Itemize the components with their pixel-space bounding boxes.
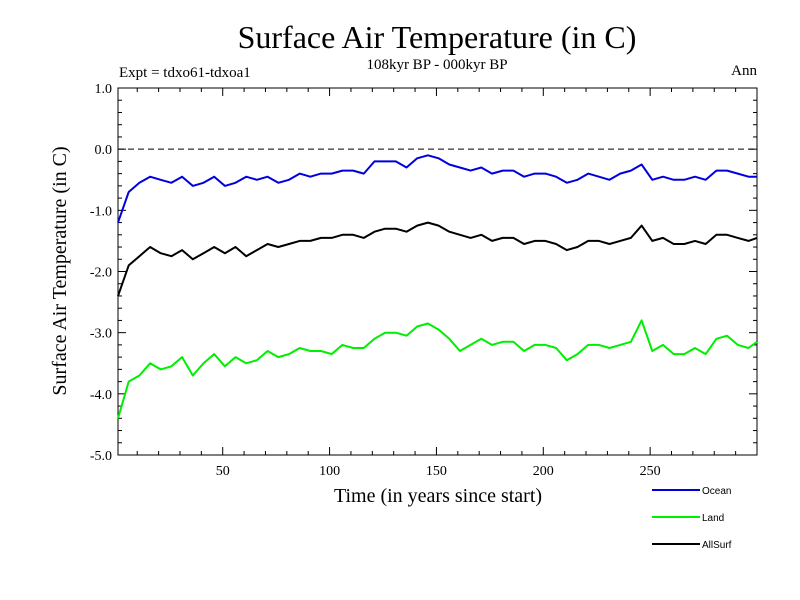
y-tick-label: 0.0	[95, 143, 113, 158]
period-label: Ann	[731, 63, 757, 79]
series-lines	[117, 154, 758, 419]
y-tick-label: 1.0	[95, 82, 113, 97]
y-axis: -5.0 -4.0 -3.0 -2.0 -1.0 0.0 1.0	[90, 82, 757, 464]
chart-title: Surface Air Temperature (in C)	[238, 19, 637, 55]
y-tick-label: -2.0	[90, 266, 112, 281]
series-line-land	[117, 319, 758, 419]
y-tick-label: -5.0	[90, 449, 112, 464]
y-axis-label: Surface Air Temperature (in C)	[49, 146, 71, 395]
legend-label-ocean: Ocean	[702, 486, 731, 497]
x-axis-label: Time (in years since start)	[334, 485, 542, 507]
legend: Ocean Land AllSurf	[652, 486, 732, 551]
x-tick-label: 200	[533, 464, 554, 479]
plot-frame	[117, 87, 758, 456]
series-line-allsurf	[117, 221, 758, 297]
y-tick-label: -1.0	[90, 204, 112, 219]
series-line-ocean	[117, 154, 757, 223]
x-tick-label: 100	[319, 464, 340, 479]
x-tick-label: 150	[426, 464, 447, 479]
x-axis: 50 100 150 200 250	[136, 88, 737, 479]
experiment-label: Expt = tdxo61-tdxoa1	[119, 65, 251, 81]
x-tick-label: 50	[216, 464, 230, 479]
legend-label-land: Land	[702, 513, 724, 524]
x-tick-label: 250	[640, 464, 661, 479]
y-tick-label: -3.0	[90, 327, 112, 342]
legend-label-allsurf: AllSurf	[702, 540, 732, 551]
chart-subtitle: 108kyr BP - 000kyr BP	[366, 57, 507, 73]
y-tick-label: -4.0	[90, 388, 112, 403]
